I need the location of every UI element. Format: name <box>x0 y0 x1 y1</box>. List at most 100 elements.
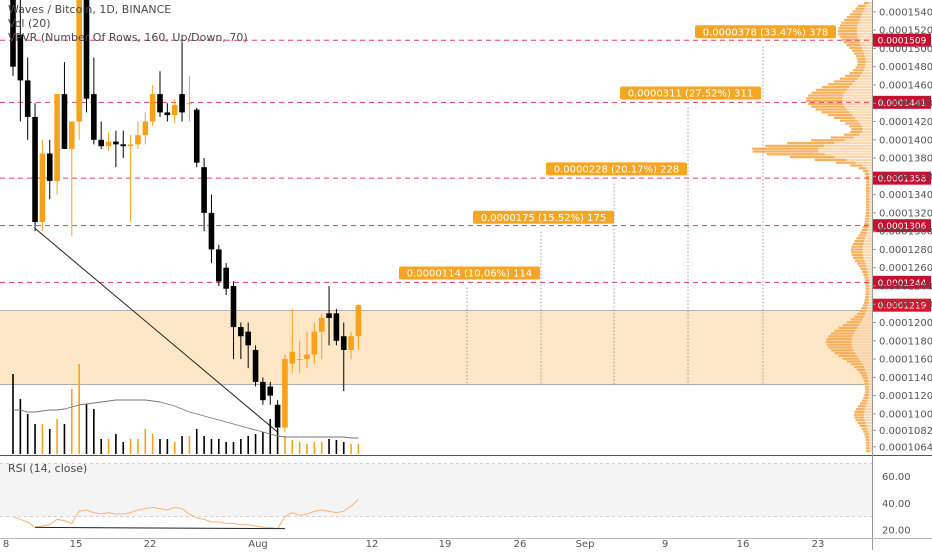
volume-profile-up-part <box>811 139 845 142</box>
volume-profile-up-part <box>863 301 869 304</box>
time-tick-label: 23 <box>812 539 825 550</box>
rsi-divergence-line <box>35 526 285 530</box>
volume-profile-up-part <box>826 338 852 341</box>
candle-body <box>238 327 244 337</box>
volume-profile-up-part <box>864 382 869 385</box>
volume-profile-up-part <box>839 24 858 27</box>
price-level-label: 0.0001441 <box>878 99 927 109</box>
price-level-label: 0.0001358 <box>878 175 927 185</box>
candle-body <box>289 351 296 364</box>
volume-profile-up-part <box>865 209 870 212</box>
price-level-label: 0.0001509 <box>878 37 927 47</box>
volume-profile-up-part <box>839 35 858 38</box>
time-tick-label: 26 <box>514 539 527 550</box>
price-tick-label: 0.0001320 <box>879 208 932 219</box>
price-level-badge <box>873 219 931 233</box>
volume-profile-up-part <box>864 172 869 175</box>
volume-profile-up-part <box>865 450 870 453</box>
volume-ma-line <box>13 399 359 439</box>
volume-profile-up-part <box>752 147 819 150</box>
volume-profile-up-part <box>856 237 865 240</box>
rsi-legend: RSI (14, close) <box>8 462 87 476</box>
volume-profile-up-part <box>863 380 869 383</box>
candle-body <box>179 94 185 113</box>
time-tick-label: Sep <box>576 539 595 550</box>
candle-body <box>333 313 340 341</box>
volume-profile-up-part <box>811 91 845 94</box>
candle-body <box>76 0 82 122</box>
volume-profile-up-part <box>858 234 866 237</box>
price-tick-label: 0.0001120 <box>879 391 932 402</box>
price-tick-label: 0.0001480 <box>879 62 932 73</box>
volume-profile-up-part <box>851 128 863 131</box>
volume-profile-up-part <box>865 217 869 220</box>
current-price-badge <box>873 298 931 312</box>
candle-body <box>245 331 251 346</box>
candle-body <box>340 336 347 350</box>
volume-profile-up-part <box>864 298 869 301</box>
volume-profile-up-part <box>861 427 868 430</box>
candle-body <box>216 249 222 282</box>
target-label: 0.0000311 (27.52%) 311 <box>628 89 753 100</box>
volume-profile-up-part <box>865 198 870 201</box>
volume-profile-up-part <box>865 184 870 187</box>
volume-profile-up-part <box>861 374 868 377</box>
candle-body <box>39 153 46 223</box>
volume-profile-up-part <box>860 402 867 405</box>
volume-profile-up-part <box>865 203 870 206</box>
candle-body <box>252 349 259 382</box>
volume-profile-up-part <box>855 7 865 10</box>
candle-body <box>311 331 318 355</box>
volume-profile-up-part <box>864 2 869 5</box>
volume-profile-up-part <box>864 391 869 394</box>
volume-profile-up-part <box>842 357 859 360</box>
volume-profile-up-part <box>807 102 844 105</box>
candle-body <box>267 386 274 396</box>
volume-profile-up-part <box>850 318 863 321</box>
volume-profile-up-part <box>854 366 864 369</box>
volume-profile-up-part <box>838 27 857 30</box>
volume-profile-up-part <box>846 321 861 324</box>
volume-profile-up-part <box>854 315 864 318</box>
volume-profile-up-part <box>855 66 865 69</box>
volume-profile-up-part <box>865 388 869 391</box>
target-label: 0.0000228 (20.17%) 228 <box>554 164 679 175</box>
volume-profile-up-part <box>842 324 859 327</box>
volume-profile-up-part <box>814 158 847 161</box>
volume-profile-up-part <box>865 212 870 215</box>
candle-body <box>149 94 156 122</box>
volume-profile-up-part <box>834 329 856 332</box>
symbol-title: Waves / Bitcoin, 1D, BINANCE <box>8 3 172 16</box>
price-tick-label: 0.0001180 <box>879 336 932 347</box>
volume-profile-up-part <box>857 60 866 63</box>
demand-zone <box>0 310 872 385</box>
volume-profile-up-part <box>863 226 868 229</box>
candle-body <box>171 105 178 116</box>
volume-profile-up-part <box>838 32 857 35</box>
price-tick-label: 0.0001400 <box>879 135 932 146</box>
time-tick-label: 22 <box>144 539 157 550</box>
volume-profile-up-part <box>857 63 866 66</box>
price-tick-label: 0.0001240 <box>879 281 932 292</box>
volume-profile-up-part <box>864 276 869 279</box>
rsi-indicator-label: RSI (14, close) <box>8 462 88 475</box>
volume-profile-up-part <box>752 150 819 153</box>
volume-profile-up-part <box>849 13 863 16</box>
candle-body <box>274 404 281 428</box>
volume-profile-up-part <box>843 133 860 136</box>
volume-profile-up-part <box>851 245 863 248</box>
volume-profile-up-part <box>860 268 867 271</box>
vpvr-indicator-label: VPVR (Number Of Rows, 160, Up/Down, 70) <box>8 31 248 44</box>
volume-profile-up-part <box>815 108 847 111</box>
price-tick-label: 0.0001064 <box>879 442 932 453</box>
volume-profile-up-part <box>854 416 865 419</box>
volume-profile-up-part <box>865 290 870 293</box>
price-level-badge <box>873 33 931 47</box>
volume-profile-up-part <box>821 86 850 89</box>
volume-profile-up-part <box>854 52 864 55</box>
volume-profile-up-part <box>845 74 860 77</box>
time-tick-label: 19 <box>439 539 452 550</box>
